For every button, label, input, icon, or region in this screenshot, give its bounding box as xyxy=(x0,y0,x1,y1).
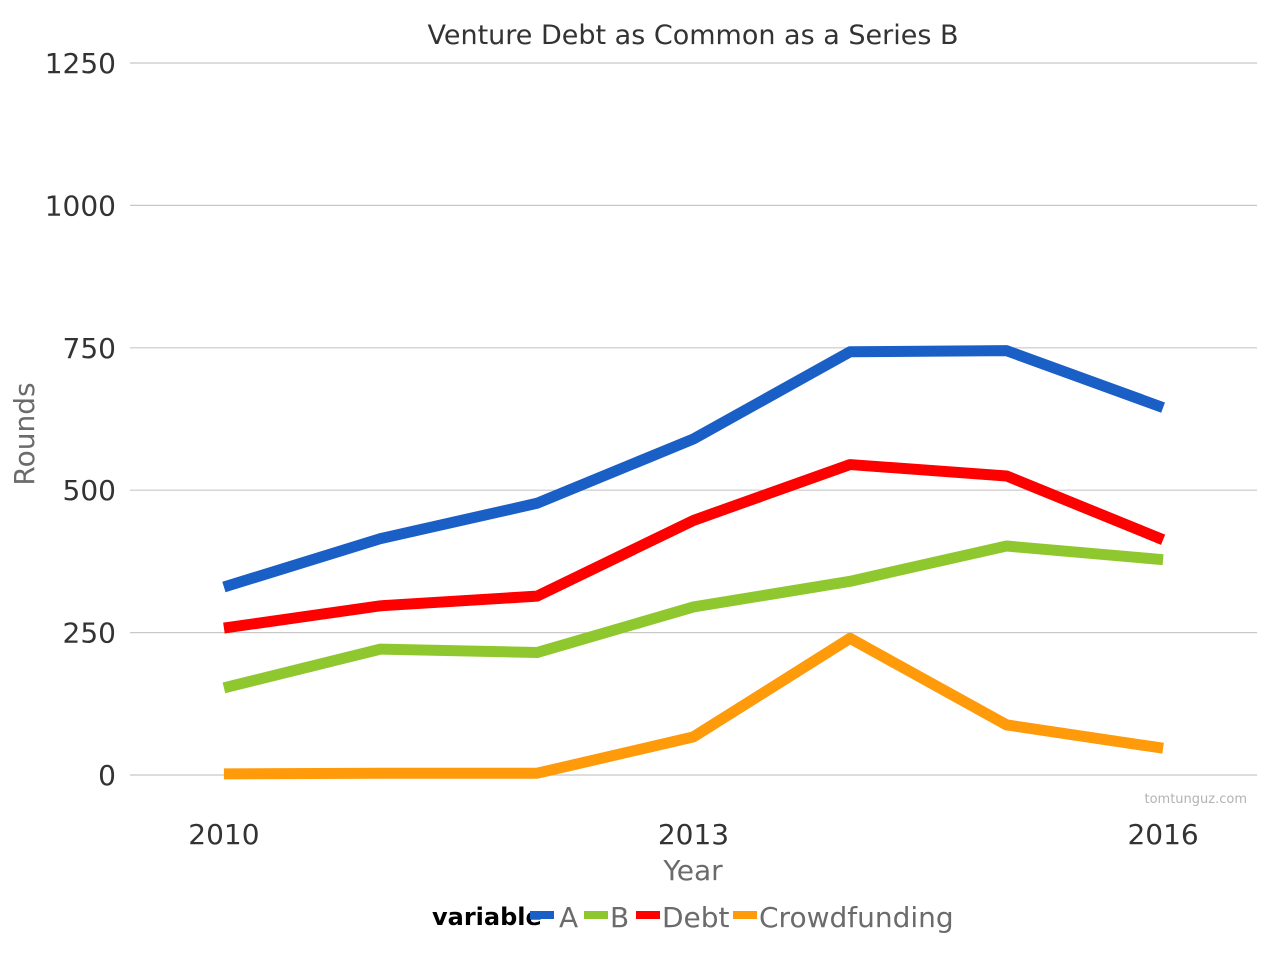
legend-title: variable xyxy=(432,903,542,931)
series-line-a xyxy=(222,345,1165,593)
x-axis-ticks: 2010 2013 2016 xyxy=(188,818,1198,851)
x-tick-label: 2016 xyxy=(1127,818,1198,851)
series-line-debt xyxy=(223,459,1166,634)
series-line-b xyxy=(222,540,1164,694)
legend: variable A B Debt Crowdfunding xyxy=(432,901,954,934)
y-axis-ticks: 0 250 500 750 1000 1250 xyxy=(45,47,116,792)
legend-label: A xyxy=(559,901,578,934)
gridlines xyxy=(130,62,1257,776)
x-tick-label: 2013 xyxy=(658,818,729,851)
y-tick-label: 1250 xyxy=(45,47,116,80)
legend-label: Debt xyxy=(662,901,730,934)
chart-title: Venture Debt as Common as a Series B xyxy=(427,20,958,51)
x-axis-label: Year xyxy=(662,854,723,887)
x-tick-label: 2010 xyxy=(188,818,259,851)
series-lines xyxy=(222,345,1166,780)
y-tick-label: 500 xyxy=(63,474,116,507)
watermark: tomtunguz.com xyxy=(1144,792,1247,807)
y-tick-label: 1000 xyxy=(45,189,116,222)
y-tick-label: 0 xyxy=(98,759,116,792)
legend-label: Crowdfunding xyxy=(759,901,954,934)
y-tick-label: 750 xyxy=(63,332,116,365)
y-tick-label: 250 xyxy=(63,617,116,650)
series-line-crowdfunding xyxy=(223,632,1164,780)
y-axis-label: Rounds xyxy=(8,382,41,485)
legend-label: B xyxy=(610,901,629,934)
